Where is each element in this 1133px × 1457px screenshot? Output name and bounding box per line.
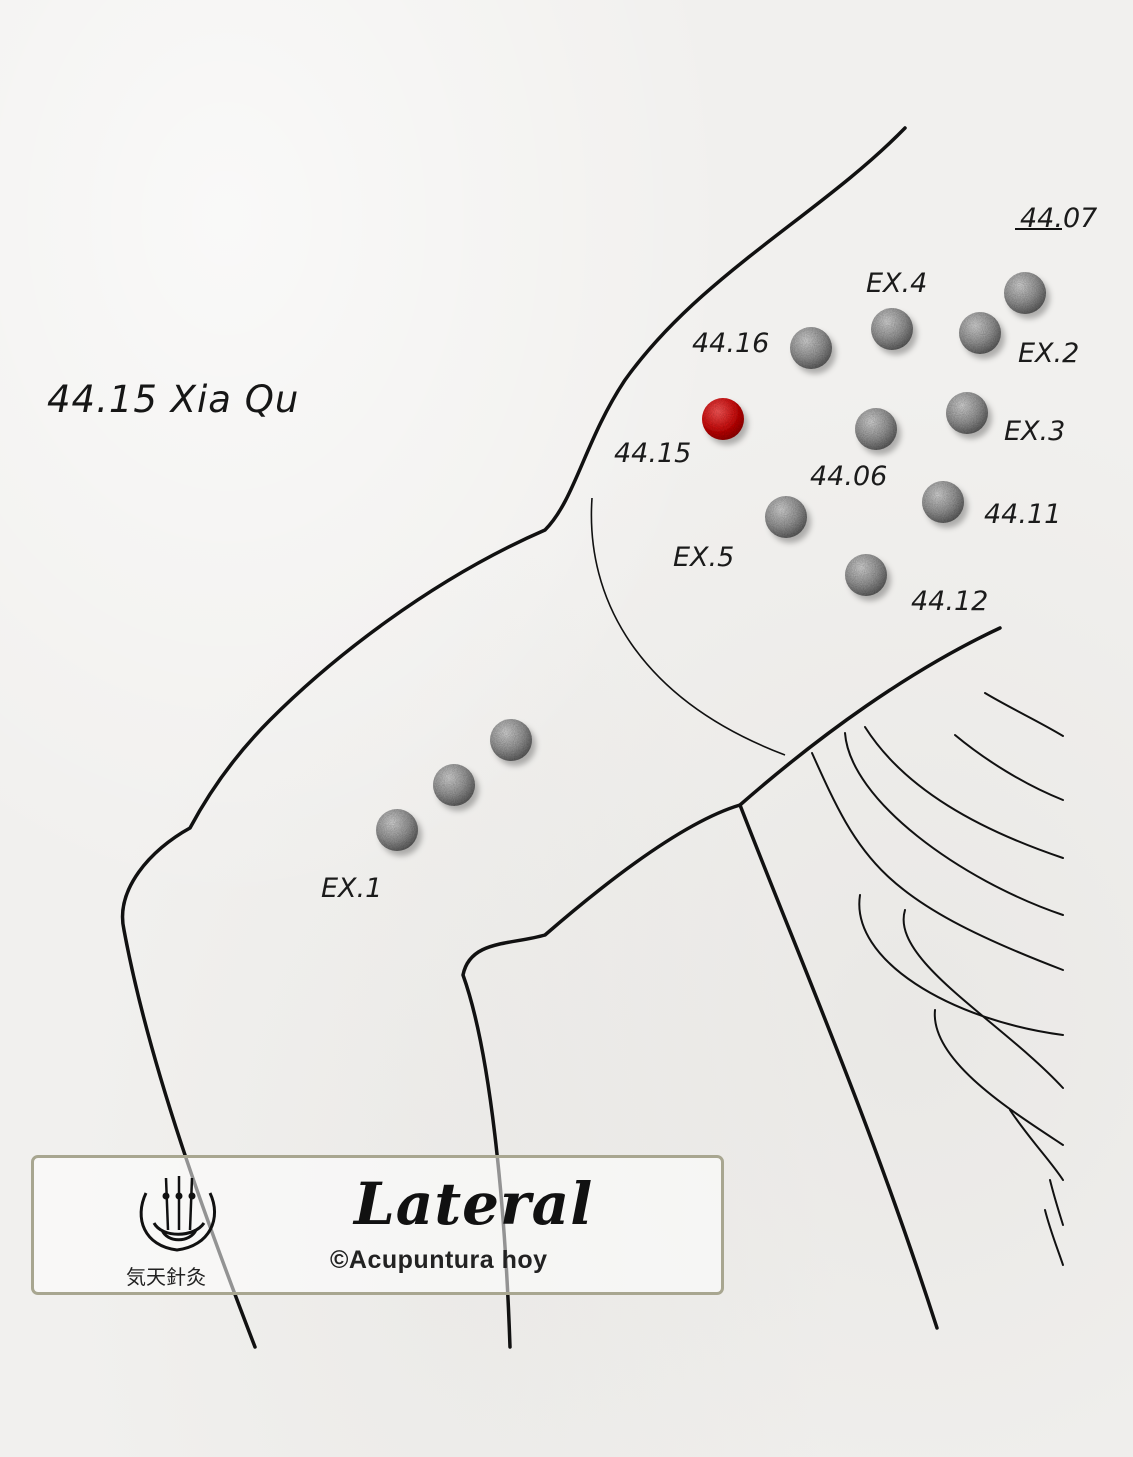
acupoint-44-11: [922, 481, 964, 523]
point-label-ex-4: EX.4: [866, 268, 928, 299]
copyright-text: ©Acupuntura hoy: [330, 1246, 548, 1274]
point-label-44-15: 44.15: [614, 438, 692, 469]
acupoint-ex-3: [946, 392, 988, 434]
point-label-44-16: 44.16: [692, 328, 770, 359]
acupoint-ex-1-series-1: [490, 719, 532, 761]
point-label-44-07: 44.07: [1020, 203, 1098, 234]
acupoint-ex-1: [376, 809, 418, 851]
acupoint-44-12: [845, 554, 887, 596]
acupoint-44-06: [855, 408, 897, 450]
logo-text: 気天針灸: [126, 1265, 206, 1289]
legend-box: 気天針灸 Lateral ©Acupuntura hoy: [31, 1155, 724, 1295]
point-label-ex-3: EX.3: [1004, 416, 1066, 447]
point-label-ex-2: EX.2: [1018, 338, 1080, 369]
point-label-ex-1: EX.1: [321, 873, 383, 904]
page-title: 44.15 Xia Qu: [47, 378, 300, 421]
point-label-44-06: 44.06: [810, 461, 888, 492]
view-title: Lateral: [354, 1170, 594, 1238]
acupoint-ex-2: [959, 312, 1001, 354]
point-label-44-11: 44.11: [984, 499, 1062, 530]
acupoint-ex-5: [765, 496, 807, 538]
acupoint-44-16: [790, 327, 832, 369]
acupoint-ex-1-series-2: [433, 764, 475, 806]
point-label-ex-5: EX.5: [673, 542, 735, 573]
acupuncture-logo-icon: [139, 1176, 216, 1252]
acupoint-layer: [376, 272, 1050, 856]
acupoint-ex-4: [871, 308, 913, 350]
acupoint-44-15: [702, 398, 744, 440]
acupoint-44-07: [1004, 272, 1046, 314]
point-label-44-12: 44.12: [911, 586, 989, 617]
